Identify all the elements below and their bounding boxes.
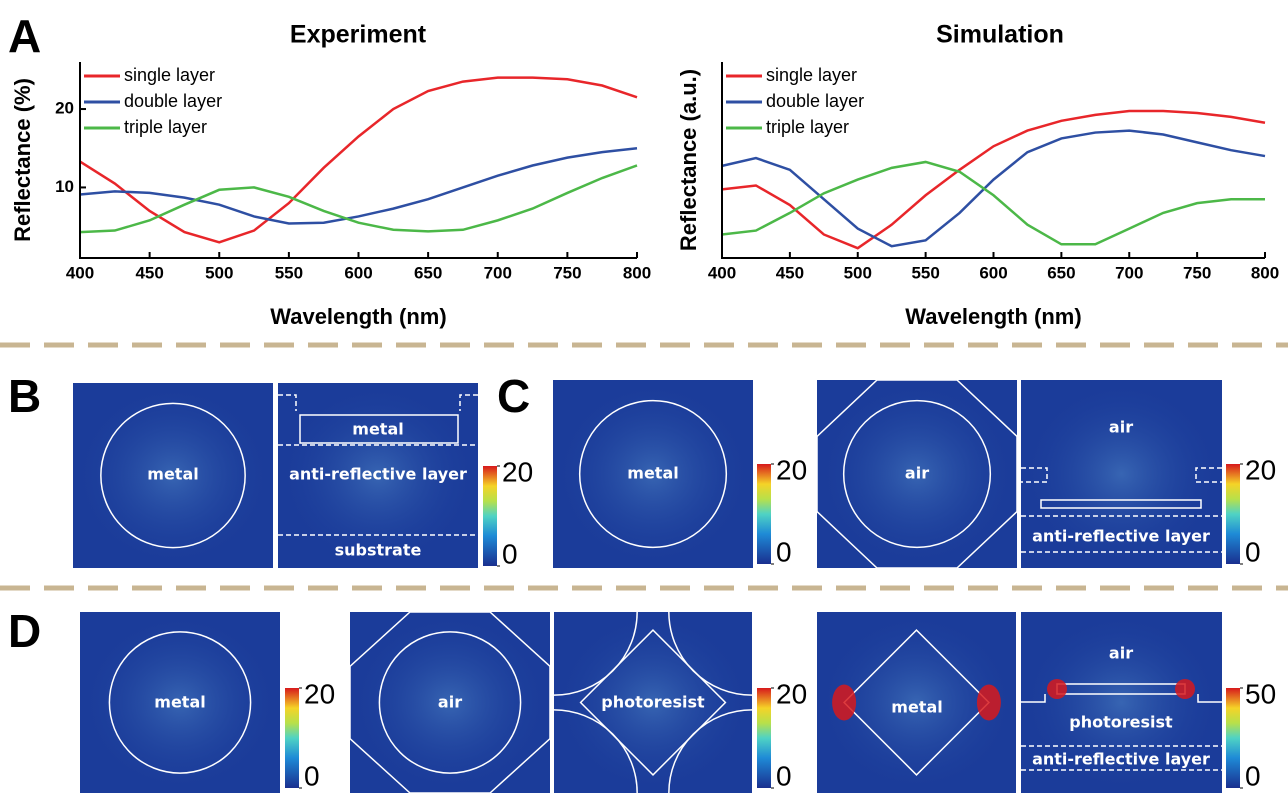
field-map: air <box>350 612 550 793</box>
colorbar <box>1226 464 1240 564</box>
colorbar <box>285 688 299 788</box>
y-axis-label: Reflectance (a.u.) <box>676 69 701 251</box>
series-line <box>722 131 1265 247</box>
field-map: air <box>817 380 1017 568</box>
legend-label: double layer <box>124 91 222 111</box>
x-tick-label: 400 <box>708 263 736 282</box>
series-line <box>80 148 637 223</box>
map-label: metal <box>891 698 942 717</box>
x-axis-label: Wavelength (nm) <box>905 304 1081 329</box>
hotspot <box>1175 679 1195 699</box>
x-tick-label: 600 <box>979 263 1007 282</box>
colorbar-tick-label: 50 <box>1245 678 1276 709</box>
x-tick-label: 750 <box>553 263 581 282</box>
colorbar-tick-label: 0 <box>776 760 792 791</box>
y-axis-label: Reflectance (%) <box>10 78 35 242</box>
hotspot <box>832 685 856 721</box>
map-label: metal <box>352 420 403 439</box>
x-tick-label: 600 <box>344 263 372 282</box>
y-tick-label: 20 <box>55 99 74 118</box>
panel-label: D <box>8 605 41 657</box>
map-label: air <box>438 693 462 712</box>
map-label: air <box>1109 644 1133 663</box>
colorbar <box>483 466 497 566</box>
map-label: substrate <box>335 541 422 560</box>
map-label: metal <box>154 693 205 712</box>
field-map: metal anti-reflective layer substrate <box>278 383 478 568</box>
legend-label: single layer <box>124 65 215 85</box>
panel-label: B <box>8 370 41 422</box>
legend-label: triple layer <box>124 117 207 137</box>
colorbar-tick-label: 0 <box>1245 536 1261 567</box>
x-tick-label: 550 <box>911 263 939 282</box>
panel-label: C <box>497 370 530 422</box>
field-map: metal <box>553 380 753 568</box>
field-map: air anti-reflective layer <box>1021 380 1222 568</box>
panel-label: A <box>8 10 41 62</box>
field-map: metal <box>73 383 273 568</box>
series-line <box>80 165 637 232</box>
map-label: air <box>905 464 929 483</box>
map-label: anti-reflective layer <box>289 465 467 484</box>
map-label: metal <box>627 464 678 483</box>
hotspot <box>977 685 1001 721</box>
colorbar-tick-label: 20 <box>1245 454 1276 485</box>
x-tick-label: 750 <box>1183 263 1211 282</box>
chart-title: Simulation <box>936 21 1064 49</box>
map-label: photoresist <box>1069 713 1173 732</box>
map-label: anti-reflective layer <box>1032 750 1210 769</box>
field-map: photoresist <box>554 612 752 793</box>
x-tick-label: 700 <box>484 263 512 282</box>
colorbar-tick-label: 20 <box>776 678 807 709</box>
colorbar-tick-label: 0 <box>776 536 792 567</box>
x-tick-label: 450 <box>776 263 804 282</box>
figure: Experiment Wavelength (nm) Reflectance (%)… <box>0 0 1288 793</box>
x-tick-label: 800 <box>623 263 651 282</box>
hotspot <box>1047 679 1067 699</box>
colorbar <box>757 464 771 564</box>
x-tick-label: 800 <box>1251 263 1279 282</box>
colorbar-tick-label: 0 <box>304 760 320 791</box>
x-tick-label: 500 <box>205 263 233 282</box>
colorbar-tick-label: 0 <box>502 538 518 569</box>
colorbar-tick-label: 0 <box>1245 760 1261 791</box>
map-label: air <box>1109 418 1133 437</box>
map-label: photoresist <box>601 693 705 712</box>
x-tick-label: 650 <box>414 263 442 282</box>
legend-label: single layer <box>766 65 857 85</box>
map-label: anti-reflective layer <box>1032 527 1210 546</box>
colorbar-tick-label: 20 <box>776 454 807 485</box>
chart-title: Experiment <box>290 21 427 49</box>
x-tick-label: 700 <box>1115 263 1143 282</box>
legend-label: double layer <box>766 91 864 111</box>
legend-label: triple layer <box>766 117 849 137</box>
field-map: metal <box>817 612 1016 793</box>
colorbar <box>1226 688 1240 788</box>
x-tick-label: 500 <box>844 263 872 282</box>
field-map: air photoresist anti-reflective layer <box>1021 612 1222 793</box>
x-tick-label: 400 <box>66 263 94 282</box>
colorbar-tick-label: 20 <box>304 678 335 709</box>
x-tick-label: 650 <box>1047 263 1075 282</box>
series-line <box>722 162 1265 244</box>
x-tick-label: 450 <box>135 263 163 282</box>
x-axis-label: Wavelength (nm) <box>270 304 446 329</box>
y-tick-label: 10 <box>55 177 74 196</box>
map-label: metal <box>147 465 198 484</box>
colorbar <box>757 688 771 788</box>
field-map: metal <box>80 612 280 793</box>
x-tick-label: 550 <box>275 263 303 282</box>
colorbar-tick-label: 20 <box>502 456 533 487</box>
